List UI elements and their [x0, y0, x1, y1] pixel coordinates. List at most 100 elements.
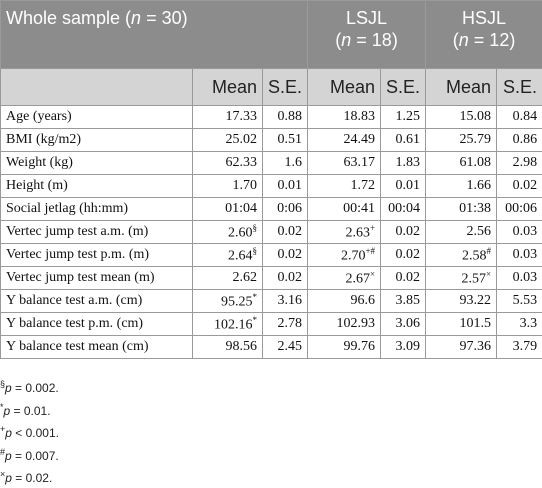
value-text: 2.57 — [461, 271, 486, 286]
footnote-mark: × — [486, 269, 491, 279]
group-header: LSJL(n = 18) — [308, 1, 426, 69]
value-text: 2.64 — [228, 248, 253, 263]
footnote-mark: * — [253, 292, 258, 302]
header-text: = 18) — [351, 30, 398, 50]
value-cell: 2.58# — [426, 244, 497, 267]
footnote-text: = 0.007. — [12, 449, 59, 463]
footnote-mark: § — [253, 223, 258, 233]
value-cell: 17.33 — [193, 106, 263, 129]
value-cell: 2.56 — [426, 221, 497, 244]
footnote-mark: × — [370, 269, 375, 279]
value-cell: 1.70 — [193, 175, 263, 198]
value-cell: 62.33 — [193, 152, 263, 175]
row-label: Vertec jump test a.m. (m) — [1, 221, 193, 244]
column-header: Mean — [426, 69, 497, 106]
footnote-italic: p — [5, 471, 12, 485]
column-header: S.E. — [381, 69, 426, 106]
footnote: §p = 0.002. — [0, 375, 542, 398]
value-cell: 3.06 — [381, 313, 426, 336]
row-label: Y balance test mean (cm) — [1, 336, 193, 359]
value-cell: 0:06 — [263, 198, 308, 221]
value-cell: 0.03 — [497, 221, 542, 244]
footnote: ×p = 0.02. — [0, 465, 542, 488]
value-cell: 25.79 — [426, 129, 497, 152]
value-cell: 0.01 — [381, 175, 426, 198]
column-header: S.E. — [263, 69, 308, 106]
row-label: Weight (kg) — [1, 152, 193, 175]
value-cell: 0.01 — [263, 175, 308, 198]
value-cell: 2.70+# — [308, 244, 381, 267]
value-cell: 0.61 — [381, 129, 426, 152]
value-cell: 15.08 — [426, 106, 497, 129]
value-cell: 0.02 — [263, 221, 308, 244]
value-cell: 2.45 — [263, 336, 308, 359]
row-label: Age (years) — [1, 106, 193, 129]
value-cell: 2.57× — [426, 267, 497, 290]
value-cell: 24.49 — [308, 129, 381, 152]
header-text: = 30) — [141, 8, 188, 28]
header-italic: n — [131, 8, 141, 28]
value-cell: 0.88 — [263, 106, 308, 129]
value-cell: 93.22 — [426, 290, 497, 313]
value-cell: 3.16 — [263, 290, 308, 313]
header-italic: n — [459, 30, 469, 50]
value-cell: 1.83 — [381, 152, 426, 175]
group-header: Whole sample (n = 30) — [1, 1, 308, 69]
header-text: HSJL — [462, 8, 506, 28]
row-label: Height (m) — [1, 175, 193, 198]
value-cell: 0.03 — [497, 267, 542, 290]
value-cell: 2.60§ — [193, 221, 263, 244]
value-cell: 96.6 — [308, 290, 381, 313]
footnote: +p < 0.001. — [0, 420, 542, 443]
footnote-mark: § — [253, 246, 258, 256]
footnote-text: = 0.02. — [12, 471, 52, 485]
value-cell: 25.02 — [193, 129, 263, 152]
value-cell: 97.36 — [426, 336, 497, 359]
value-cell: 0.02 — [497, 175, 542, 198]
header-italic: n — [341, 30, 351, 50]
value-cell: 3.79 — [497, 336, 542, 359]
value-cell: 0.02 — [381, 267, 426, 290]
column-header: Mean — [193, 69, 263, 106]
value-cell: 00:06 — [497, 198, 542, 221]
table-header: Whole sample (n = 30)LSJL(n = 18)HSJL(n … — [1, 1, 542, 106]
value-text: 95.25 — [221, 294, 253, 309]
footnotes: §p = 0.002.*p = 0.01.+p < 0.001.#p = 0.0… — [0, 375, 542, 488]
blank-cell — [1, 69, 193, 106]
value-cell: 0.02 — [263, 244, 308, 267]
footnote-mark: # — [487, 246, 492, 256]
value-cell: 18.83 — [308, 106, 381, 129]
header-text: = 12) — [469, 30, 516, 50]
header-text: Whole sample ( — [6, 8, 131, 28]
value-cell: 1.6 — [263, 152, 308, 175]
value-cell: 1.25 — [381, 106, 426, 129]
value-cell: 95.25* — [193, 290, 263, 313]
value-cell: 3.3 — [497, 313, 542, 336]
footnote-mark: * — [253, 315, 258, 325]
value-cell: 3.09 — [381, 336, 426, 359]
row-label: Y balance test a.m. (cm) — [1, 290, 193, 313]
value-cell: 61.08 — [426, 152, 497, 175]
footnote-mark: + — [370, 223, 375, 233]
group-header: HSJL(n = 12) — [426, 1, 542, 69]
value-cell: 102.16* — [193, 313, 263, 336]
value-cell: 101.5 — [426, 313, 497, 336]
value-cell: 00:41 — [308, 198, 381, 221]
value-cell: 01:04 — [193, 198, 263, 221]
row-label: Y balance test p.m. (cm) — [1, 313, 193, 336]
value-cell: 2.63+ — [308, 221, 381, 244]
value-cell: 102.93 — [308, 313, 381, 336]
header-text: LSJL — [346, 8, 387, 28]
value-cell: 0.03 — [497, 244, 542, 267]
footnote-text: = 0.01. — [10, 404, 50, 418]
footnote: #p = 0.007. — [0, 443, 542, 466]
value-cell: 2.62 — [193, 267, 263, 290]
